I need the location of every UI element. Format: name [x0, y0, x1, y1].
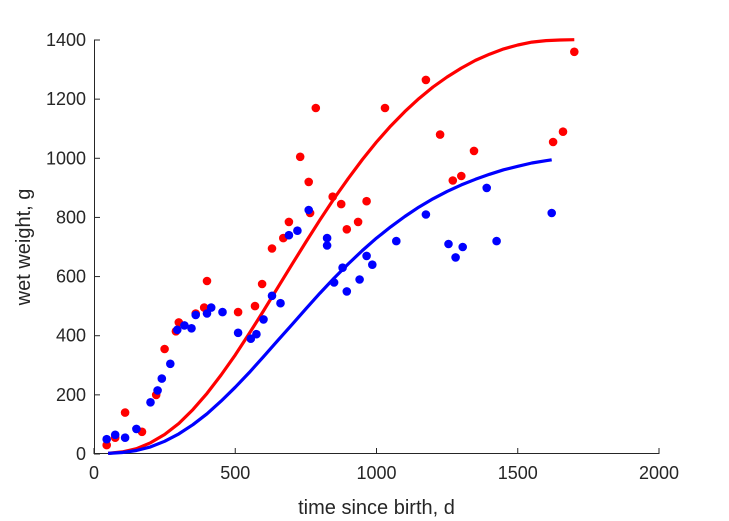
red-data-point	[120, 408, 130, 417]
blue-data-point	[421, 210, 431, 219]
red-data-point	[257, 279, 267, 289]
blue-data-point	[110, 430, 120, 440]
x-axis-label: time since birth, d	[298, 497, 455, 519]
blue-data-point	[362, 251, 371, 261]
y-axis-label: wet weight, g	[13, 189, 35, 307]
fit-curves	[107, 38, 575, 455]
blue-data-point	[492, 236, 501, 246]
blue-data-point	[132, 424, 141, 434]
blue-data-point	[180, 321, 189, 330]
blue-data-point	[157, 374, 167, 383]
blue-data-point	[276, 298, 285, 308]
x-tick-label: 0	[89, 463, 99, 483]
red-data-point	[295, 152, 305, 162]
red-data-point	[336, 199, 346, 209]
y-tick-label: 400	[56, 326, 86, 346]
blue-data-point	[153, 386, 162, 395]
blue-data-point	[322, 241, 332, 250]
y-tick-label: 600	[56, 267, 86, 287]
red-fit-curve	[107, 38, 575, 455]
red-data-point	[435, 130, 445, 139]
blue-data-point	[259, 315, 268, 324]
red-data-point	[284, 217, 294, 227]
blue-data-point	[444, 239, 453, 249]
blue-data-point	[293, 226, 302, 235]
blue-data-point	[547, 208, 556, 218]
blue-data-point	[342, 287, 352, 296]
red-data-point	[160, 344, 169, 354]
blue-data-point	[166, 359, 175, 369]
red-data-point	[102, 440, 111, 450]
blue-data-point	[304, 205, 314, 215]
red-data-point	[448, 176, 458, 185]
blue-data-point	[482, 183, 492, 193]
blue-data-point	[329, 278, 339, 287]
red-data-point	[469, 146, 479, 156]
red-data-point	[457, 171, 466, 181]
y-tick-label: 800	[56, 207, 86, 227]
red-data-point	[353, 217, 363, 227]
red-data-point	[421, 75, 431, 85]
y-tick-label: 0	[76, 444, 86, 464]
red-data-point	[570, 47, 579, 57]
y-tick-label: 1000	[46, 148, 86, 168]
blue-data-point	[252, 329, 261, 339]
blue-data-point	[322, 233, 332, 243]
red-data-point	[548, 137, 558, 147]
blue-data-point	[120, 433, 130, 443]
blue-data-point	[338, 263, 347, 273]
blue-data-point	[368, 260, 377, 270]
x-tick-label: 1500	[498, 463, 538, 483]
blue-data-point	[146, 398, 155, 407]
blue-data-point	[458, 242, 468, 252]
blue-fit-curve	[107, 158, 552, 455]
red-data-point	[362, 196, 371, 206]
red-data-point	[304, 177, 314, 187]
blue-data-point	[451, 253, 460, 262]
blue-data-point	[173, 325, 182, 335]
y-ticks: 0 200 400 600 800 1000 1200 1400	[46, 30, 100, 464]
red-data-point	[250, 301, 260, 311]
x-tick-label: 500	[220, 463, 250, 483]
blue-data-point	[284, 230, 294, 240]
blue-data-point	[102, 434, 111, 444]
blue-data-point	[191, 310, 200, 320]
y-tick-label: 1200	[46, 89, 86, 109]
x-ticks: 0 500 1000 1500 2000	[89, 448, 679, 483]
red-data-point	[267, 244, 277, 253]
blue-data-point	[218, 307, 227, 317]
red-data-point	[558, 127, 568, 136]
blue-data-point	[355, 275, 364, 284]
plot-axes: 0 500 1000 1500 2000 0 200 400 600 800 1000 1200 14…	[46, 30, 679, 483]
red-data-point	[311, 103, 321, 113]
data-points	[102, 47, 579, 450]
y-tick-label: 1400	[46, 30, 86, 50]
blue-data-point	[267, 291, 277, 301]
red-data-point	[380, 103, 390, 113]
blue-data-point	[233, 328, 243, 338]
x-tick-label: 1000	[356, 463, 396, 483]
blue-data-point	[187, 324, 196, 333]
red-data-point	[342, 225, 352, 234]
blue-data-point	[206, 303, 216, 312]
blue-data-point	[392, 236, 401, 246]
red-data-point	[202, 276, 212, 286]
red-data-point	[233, 307, 243, 317]
x-tick-label: 2000	[639, 463, 679, 483]
y-tick-label: 200	[56, 385, 86, 405]
red-data-point	[328, 192, 338, 201]
